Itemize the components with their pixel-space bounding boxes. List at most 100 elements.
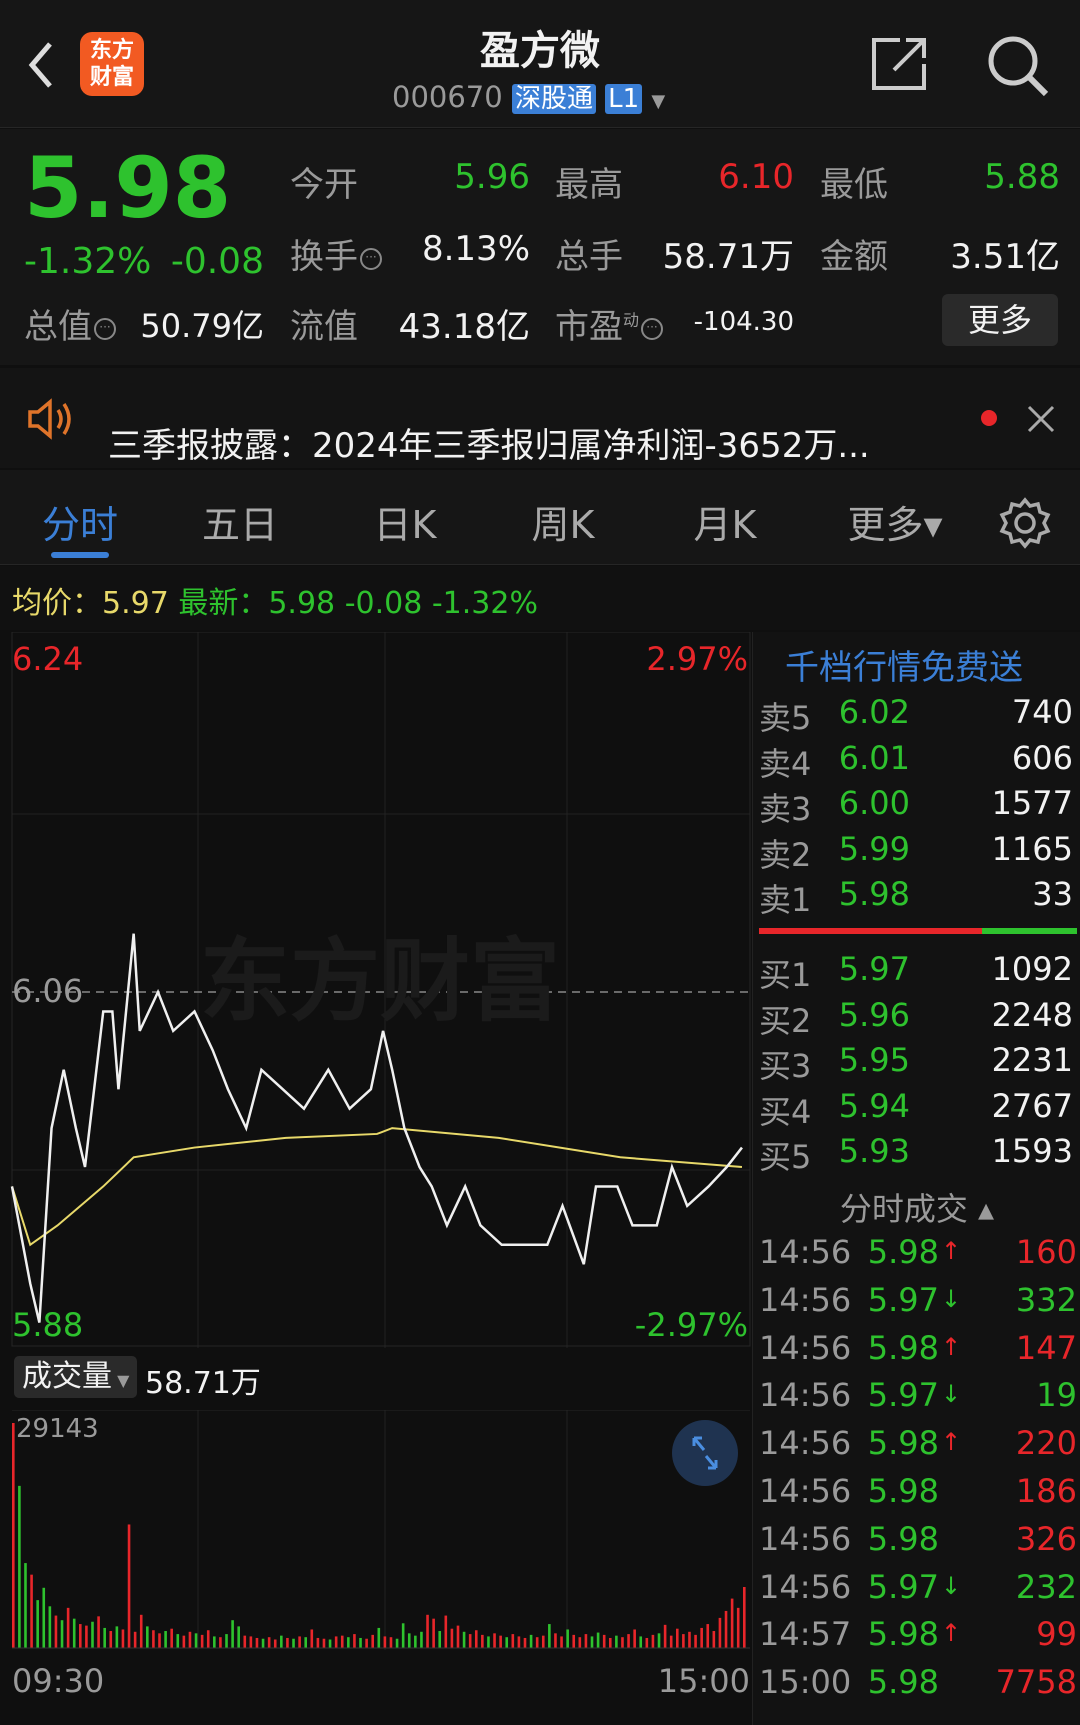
trade-price: 5.98 — [867, 1519, 939, 1558]
trade-price: 5.98 — [867, 1472, 939, 1510]
back-icon[interactable] — [26, 40, 56, 90]
trades-title[interactable]: 分时成交 ▴ — [839, 1190, 995, 1228]
volume-bar — [444, 1615, 448, 1648]
volume-bar — [249, 1636, 253, 1648]
dropdown-icon: ▼ — [112, 1371, 130, 1390]
more-button[interactable]: 更多 — [942, 294, 1058, 346]
tab-5[interactable]: 更多▾ — [847, 503, 943, 547]
volume-bar — [590, 1636, 594, 1648]
volume-bar — [730, 1598, 734, 1648]
volume-bar — [389, 1637, 393, 1648]
volume-bar — [456, 1625, 460, 1648]
news-text[interactable]: 三季报披露：2024年三季报归属净利润-3652万... — [108, 426, 870, 466]
trade-price: 5.98 — [867, 1233, 939, 1271]
volume-bar — [535, 1637, 539, 1648]
volume-bar — [474, 1630, 478, 1648]
volume-bar — [414, 1635, 417, 1648]
info-icon[interactable]: ··· — [360, 247, 382, 270]
orderbook-price: 5.98 — [838, 875, 910, 914]
orderbook-level: 卖5 — [759, 699, 812, 737]
volume-bar — [206, 1630, 210, 1648]
volume-bar — [675, 1628, 679, 1648]
mktcap-label-text: 总值 — [24, 307, 92, 347]
unread-dot — [981, 410, 997, 426]
orderbook-level: 买5 — [759, 1138, 812, 1177]
volume-value: 58.71万 — [662, 237, 794, 277]
volume-bar — [560, 1636, 563, 1648]
orderbook-size: 606 — [1011, 738, 1073, 777]
trade-price: 5.98 — [867, 1328, 939, 1367]
volume-bar — [401, 1623, 405, 1648]
arrow-down-icon: ↓ — [941, 1284, 962, 1313]
expand-chart-button[interactable] — [672, 1420, 738, 1486]
orderbook-level: 卖4 — [759, 744, 812, 783]
share-icon[interactable] — [870, 36, 928, 92]
volume-indicator-select[interactable]: 成交量 ▼ — [14, 1356, 138, 1398]
news-banner[interactable]: 三季报披露：2024年三季报归属净利润-3652万... — [0, 368, 1080, 468]
promo-banner[interactable]: 千档行情免费送 — [785, 648, 1023, 688]
tab-3[interactable]: 周K — [531, 503, 595, 547]
last-change: -0.08 — [344, 586, 423, 621]
stock-code: 000670 — [392, 80, 503, 114]
volume-bar — [377, 1627, 381, 1648]
intraday-price-chart[interactable]: 东方财富 — [0, 632, 752, 1348]
tab-0[interactable]: 分时 — [41, 503, 118, 547]
trade-size: 147 — [1015, 1328, 1077, 1367]
tab-1[interactable]: 五日 — [201, 503, 278, 547]
orderbook-level: 买1 — [759, 956, 812, 994]
orderbook-level: 买4 — [759, 1092, 812, 1131]
volume-chart — [12, 1410, 750, 1650]
info-icon[interactable]: ··· — [94, 317, 116, 340]
volume-bar — [602, 1634, 606, 1648]
turnover-value: 8.13% — [421, 229, 530, 269]
volume-bar — [426, 1614, 429, 1648]
tab-4[interactable]: 月K — [693, 503, 757, 547]
volume-bar — [328, 1639, 332, 1648]
change-amount: -0.08 — [170, 241, 264, 282]
volume-bar — [621, 1637, 624, 1648]
level-badge: L1 — [605, 84, 643, 114]
orderbook-price: 5.93 — [838, 1132, 910, 1171]
volume-bar — [109, 1631, 113, 1648]
amount-label: 金额 — [820, 237, 888, 277]
orderbook-level: 卖2 — [759, 835, 812, 874]
tab-2[interactable]: 日K — [373, 503, 437, 547]
volume-bar — [548, 1624, 551, 1648]
orderbook-level: 买3 — [759, 1047, 812, 1086]
turnover-label: 换手 ··· — [290, 229, 382, 278]
arrow-down-icon: ↓ — [941, 1571, 962, 1600]
volume-bar — [219, 1637, 222, 1648]
stock-code-row[interactable]: 000670 深股通 L1 ▼ — [392, 78, 665, 115]
info-line: 均价：5.97 最新：5.98 -0.08 -1.32% — [0, 566, 1080, 630]
volume-bar — [286, 1637, 289, 1648]
volume-bar — [164, 1631, 167, 1648]
avg-value: 5.97 — [102, 586, 169, 621]
volume-bar — [694, 1634, 697, 1648]
pe-superscript: 动 — [623, 310, 640, 330]
trade-row: 14:56 5.98 186 — [753, 1472, 1080, 1518]
volume-bar — [182, 1635, 186, 1648]
info-icon[interactable]: ··· — [641, 317, 664, 340]
mktcap-label: 总值 ··· — [24, 299, 116, 348]
orderbook-size: 2231 — [991, 1041, 1073, 1080]
volume-bar — [383, 1636, 387, 1648]
volume-bar — [651, 1634, 655, 1648]
volume-bar — [347, 1637, 350, 1648]
trade-size: 99 — [1036, 1615, 1077, 1654]
volume-bar — [261, 1638, 265, 1648]
orderbook-size: 1593 — [991, 1132, 1073, 1171]
price-line — [10, 933, 743, 1323]
search-icon[interactable] — [986, 34, 1050, 98]
volume-bar — [511, 1634, 515, 1648]
trade-price: 5.97 — [867, 1280, 939, 1319]
connect-badge: 深股通 — [511, 84, 596, 114]
volume-bar — [340, 1635, 344, 1648]
stock-name: 盈方微 — [480, 28, 600, 74]
volume-bar — [487, 1636, 490, 1648]
volume-bar — [462, 1631, 466, 1648]
volume-bar — [158, 1633, 161, 1648]
volume-bar — [54, 1615, 58, 1648]
close-icon[interactable] — [1026, 404, 1056, 434]
settings-gear-icon[interactable] — [998, 496, 1052, 550]
volume-bar — [213, 1636, 216, 1648]
